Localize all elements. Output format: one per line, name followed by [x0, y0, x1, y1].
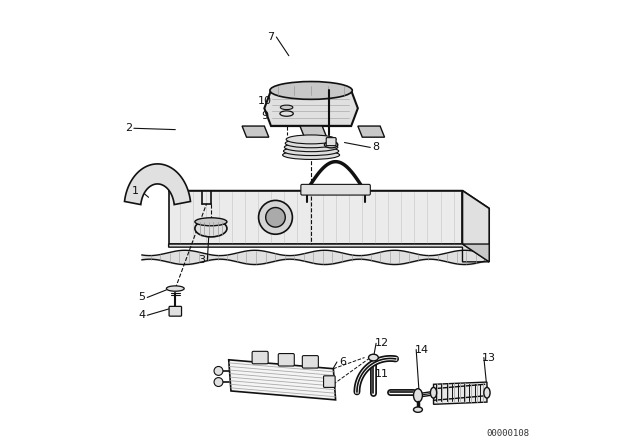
Text: 2: 2 [125, 123, 132, 133]
Circle shape [214, 366, 223, 375]
Text: 13: 13 [482, 353, 496, 362]
Text: 3: 3 [198, 254, 205, 265]
Circle shape [266, 207, 285, 227]
Text: 1: 1 [132, 185, 139, 196]
Ellipse shape [324, 142, 338, 148]
FancyBboxPatch shape [169, 306, 182, 316]
FancyBboxPatch shape [278, 353, 294, 366]
Text: 12: 12 [374, 338, 388, 348]
Circle shape [214, 378, 223, 387]
Text: 14: 14 [415, 345, 429, 354]
FancyBboxPatch shape [252, 351, 268, 364]
Ellipse shape [369, 354, 378, 361]
Polygon shape [433, 382, 487, 404]
Polygon shape [125, 164, 191, 205]
Text: 5: 5 [138, 293, 145, 302]
Text: 8: 8 [372, 142, 380, 152]
Ellipse shape [270, 82, 352, 99]
Polygon shape [463, 244, 489, 262]
Polygon shape [168, 190, 489, 208]
Ellipse shape [280, 105, 293, 110]
Text: 00000108: 00000108 [486, 429, 529, 438]
Polygon shape [463, 190, 489, 262]
Text: 10: 10 [257, 96, 271, 106]
Polygon shape [358, 126, 385, 137]
Polygon shape [228, 360, 335, 400]
Ellipse shape [284, 146, 339, 155]
Polygon shape [242, 126, 269, 137]
Circle shape [259, 200, 292, 234]
Polygon shape [168, 244, 489, 262]
FancyBboxPatch shape [302, 356, 318, 368]
Ellipse shape [431, 388, 436, 398]
Polygon shape [264, 90, 358, 126]
Text: 7: 7 [268, 32, 275, 42]
Ellipse shape [284, 143, 338, 152]
Ellipse shape [484, 388, 490, 398]
Ellipse shape [166, 286, 184, 291]
Ellipse shape [285, 139, 337, 148]
Polygon shape [168, 190, 463, 244]
Ellipse shape [283, 151, 340, 159]
Ellipse shape [195, 220, 227, 237]
Ellipse shape [286, 135, 336, 144]
Polygon shape [300, 126, 326, 137]
Ellipse shape [195, 218, 227, 226]
Text: 9: 9 [260, 111, 268, 121]
Ellipse shape [280, 111, 293, 116]
FancyBboxPatch shape [324, 376, 335, 388]
Ellipse shape [413, 407, 422, 412]
Text: 11: 11 [374, 370, 388, 379]
Text: 6: 6 [339, 357, 346, 367]
Text: 4: 4 [138, 310, 145, 320]
FancyBboxPatch shape [326, 138, 336, 146]
Ellipse shape [413, 389, 422, 402]
FancyBboxPatch shape [301, 185, 371, 195]
